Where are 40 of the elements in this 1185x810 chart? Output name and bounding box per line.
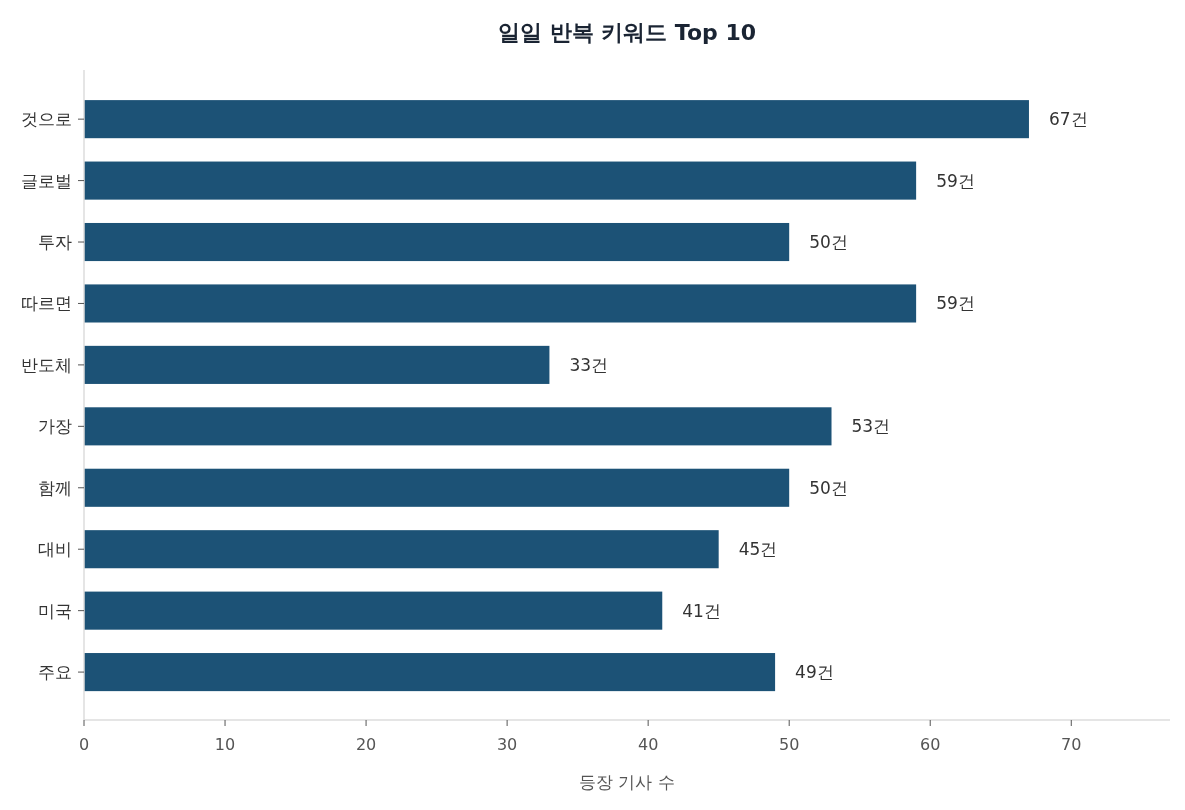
x-tick-label: 20 — [355, 735, 377, 754]
bar — [84, 468, 790, 507]
chart-title: 일일 반복 키워드 Top 10 — [497, 20, 757, 45]
y-tick-label: 가장 — [38, 416, 72, 437]
x-tick-label: 30 — [496, 735, 518, 754]
y-tick-label: 것으로 — [21, 109, 72, 130]
bar — [84, 653, 776, 692]
x-tick-label: 70 — [1061, 735, 1082, 754]
y-tick-label: 글로벌 — [21, 170, 72, 191]
y-tick-label: 반도체 — [21, 354, 72, 375]
bar — [84, 345, 550, 384]
bar — [84, 591, 663, 630]
data-label: 41건 — [682, 600, 721, 621]
bar — [84, 284, 917, 323]
x-tick-label: 0 — [78, 735, 90, 754]
bar — [84, 407, 832, 446]
bar — [84, 100, 1029, 139]
y-tick-label: 함께 — [38, 477, 72, 498]
data-label: 53건 — [851, 416, 891, 437]
x-tick-label: 50 — [779, 735, 800, 754]
y-tick-label: 투자 — [38, 232, 72, 253]
x-tick-label: 60 — [920, 735, 941, 754]
data-label: 59건 — [936, 293, 975, 314]
y-tick-label: 주요 — [38, 662, 72, 683]
data-label: 50건 — [809, 232, 848, 253]
x-axis-title: 등장 기사 수 — [579, 772, 675, 792]
x-tick-label: 40 — [637, 735, 659, 754]
y-tick-label: 미국 — [38, 600, 72, 621]
bar — [84, 222, 790, 262]
data-label: 45건 — [738, 539, 778, 560]
x-tick-label: 10 — [214, 735, 236, 754]
y-tick-label: 대비 — [38, 539, 72, 560]
data-label: 59건 — [936, 170, 975, 191]
data-label: 50건 — [809, 477, 848, 498]
bar — [84, 530, 719, 569]
data-label: 49건 — [795, 662, 834, 683]
data-label: 67건 — [1048, 109, 1088, 130]
y-tick-label: 따르면 — [21, 293, 72, 314]
data-label: 33건 — [569, 354, 609, 375]
bar — [84, 161, 917, 200]
